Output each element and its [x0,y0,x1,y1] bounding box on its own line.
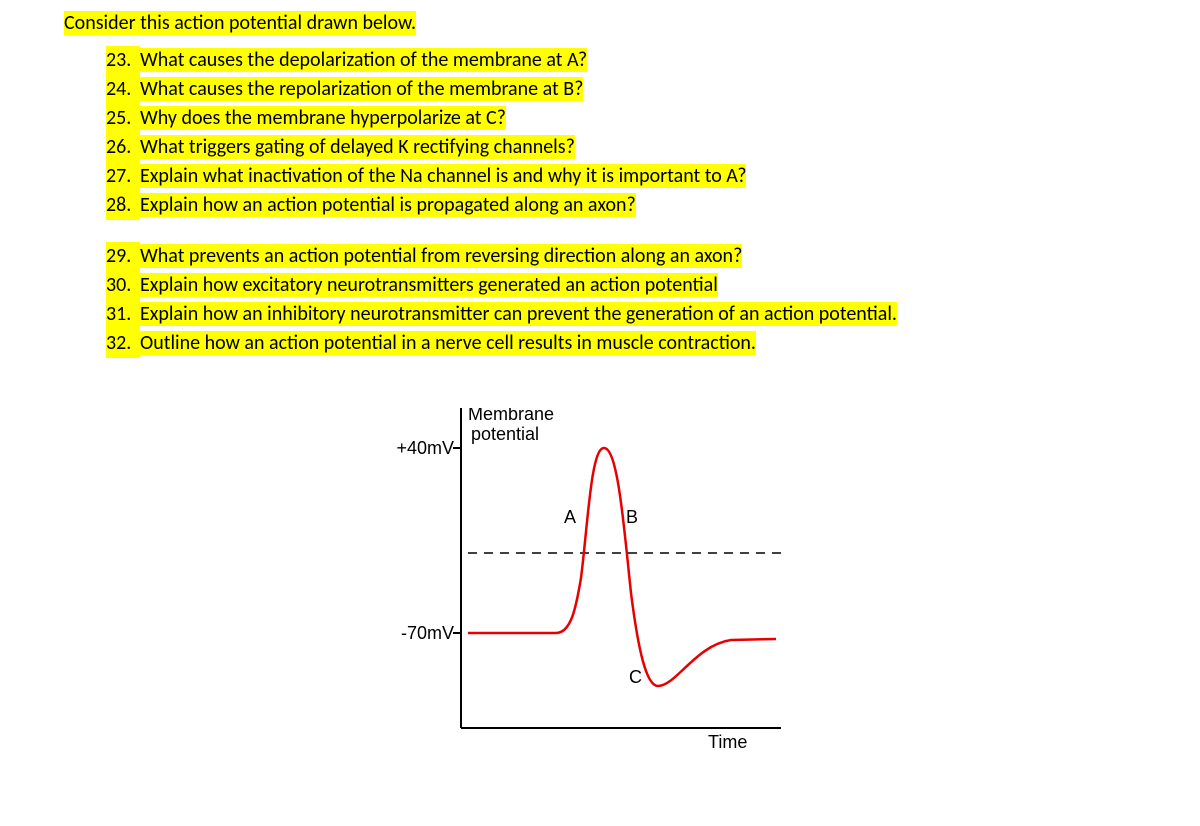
svg-text:-70mV: -70mV [401,623,454,643]
svg-text:C: C [629,667,642,687]
svg-text:potential: potential [471,424,539,444]
q-text: Why does the membrane hyperpolarize at C… [140,106,506,130]
heading-text: Consider this action potential drawn bel… [64,11,416,35]
svg-text:A: A [564,507,576,527]
q-num: 25. [106,104,140,133]
q-text: What prevents an action potential from r… [140,244,742,268]
svg-text:B: B [626,507,638,527]
question-30: 30. Explain how excitatory neurotransmit… [106,271,1136,300]
q-num: 28. [106,191,140,220]
question-32: 32. Outline how an action potential in a… [106,329,1136,358]
svg-text:+40mV: +40mV [396,438,454,458]
q-num: 27. [106,162,140,191]
svg-text:Membrane: Membrane [468,408,554,424]
q-text: What triggers gating of delayed K rectif… [140,135,575,159]
question-31: 31. Explain how an inhibitory neurotrans… [106,300,1136,329]
question-29: 29. What prevents an action potential fr… [106,242,1136,271]
q-text: What causes the depolarization of the me… [140,48,587,72]
q-text: Outline how an action potential in a ner… [140,331,756,355]
question-26: 26. What triggers gating of delayed K re… [106,133,1136,162]
question-23: 23. What causes the depolarization of th… [106,46,1136,75]
q-num: 29. [106,242,140,271]
q-num: 30. [106,271,140,300]
q-num: 31. [106,300,140,329]
q-num: 32. [106,329,140,358]
question-25: 25. Why does the membrane hyperpolarize … [106,104,1136,133]
questions-block: 23. What causes the depolarization of th… [64,46,1136,358]
q-text: What causes the repolarization of the me… [140,77,583,101]
q-num: 26. [106,133,140,162]
question-27: 27. Explain what inactivation of the Na … [106,162,1136,191]
q-num: 23. [106,46,140,75]
svg-text:Time: Time [708,732,747,748]
q-num: 24. [106,75,140,104]
q-text: Explain what inactivation of the Na chan… [140,164,746,188]
action-potential-svg: A B C +40mV -70mV Membranepotential Time [376,408,856,748]
q-text: Explain how an inhibitory neurotransmitt… [140,302,897,326]
question-28: 28. Explain how an action potential is p… [106,191,1136,220]
question-group-1: 23. What causes the depolarization of th… [106,46,1136,220]
q-text: Explain how an action potential is propa… [140,193,636,217]
q-text: Explain how excitatory neurotransmitters… [140,273,718,297]
question-group-2: 29. What prevents an action potential fr… [106,242,1136,358]
question-24: 24. What causes the repolarization of th… [106,75,1136,104]
action-potential-chart: A B C +40mV -70mV Membranepotential Time [376,408,856,748]
